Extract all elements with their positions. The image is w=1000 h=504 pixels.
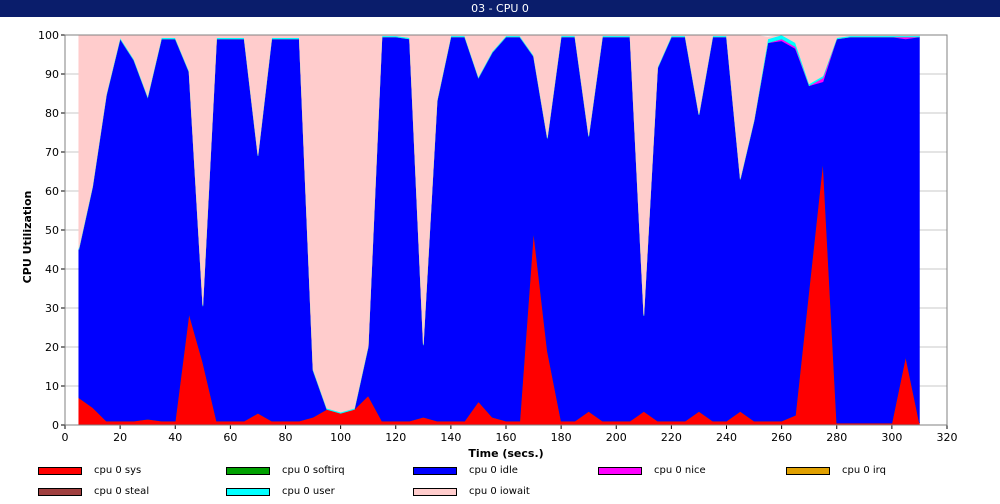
x-tick-label: 260: [771, 431, 792, 444]
y-tick-label: 0: [52, 419, 59, 432]
x-tick-label: 280: [826, 431, 847, 444]
chart-title: 03 - CPU 0: [471, 2, 529, 15]
y-tick-label: 20: [45, 341, 59, 354]
legend-label: cpu 0 idle: [469, 465, 518, 476]
y-tick-label: 50: [45, 224, 59, 237]
legend-label: cpu 0 steal: [94, 486, 150, 497]
plot-border: [64, 34, 948, 426]
y-tick-label: 60: [45, 185, 59, 198]
legend-label: cpu 0 iowait: [469, 486, 530, 497]
x-tick-label: 20: [113, 431, 127, 444]
x-tick-label: 320: [937, 431, 958, 444]
x-tick-label: 160: [496, 431, 517, 444]
x-tick-label: 220: [661, 431, 682, 444]
x-tick-label: 80: [279, 431, 293, 444]
y-tick-label: 30: [45, 302, 59, 315]
y-tick-label: 10: [45, 380, 59, 393]
x-tick-label: 300: [881, 431, 902, 444]
legend-label: cpu 0 sys: [94, 465, 142, 476]
y-axis-label: CPU Utilization: [21, 191, 34, 284]
legend-swatch: [413, 488, 457, 496]
legend-label: cpu 0 irq: [842, 465, 886, 476]
legend-swatch: [413, 467, 457, 475]
y-tick-label: 40: [45, 263, 59, 276]
legend-swatch: [226, 467, 270, 475]
y-tick-label: 90: [45, 68, 59, 81]
legend-label: cpu 0 user: [282, 486, 335, 497]
legend-swatch: [598, 467, 642, 475]
cpu-utilization-chart: 0 10 20 30 40 50 60 70 80 90 100 0 20 40 60 80 100 120 140…: [21, 29, 958, 460]
legend-label: cpu 0 nice: [654, 465, 706, 476]
chart-title-bar: 03 - CPU 0: [0, 0, 1000, 17]
x-tick-label: 240: [716, 431, 737, 444]
axes: 0 10 20 30 40 50 60 70 80 90 100 0 20 40 60 80 100 120 140…: [38, 29, 958, 444]
y-tick-label: 100: [38, 29, 59, 42]
x-tick-label: 140: [440, 431, 461, 444]
x-tick-label: 100: [330, 431, 351, 444]
y-tick-label: 70: [45, 146, 59, 159]
legend-swatch: [38, 488, 82, 496]
legend-swatch: [38, 467, 82, 475]
legend-label: cpu 0 softirq: [282, 465, 345, 476]
x-tick-label: 200: [606, 431, 627, 444]
x-tick-label: 120: [385, 431, 406, 444]
x-axis-label: Time (secs.): [468, 447, 543, 460]
x-tick-label: 0: [62, 431, 69, 444]
y-tick-label: 80: [45, 107, 59, 120]
x-tick-label: 60: [223, 431, 237, 444]
x-tick-label: 40: [168, 431, 182, 444]
legend-swatch: [786, 467, 830, 475]
legend-swatch: [226, 488, 270, 496]
stacked-areas: [78, 34, 920, 426]
x-tick-label: 180: [551, 431, 572, 444]
